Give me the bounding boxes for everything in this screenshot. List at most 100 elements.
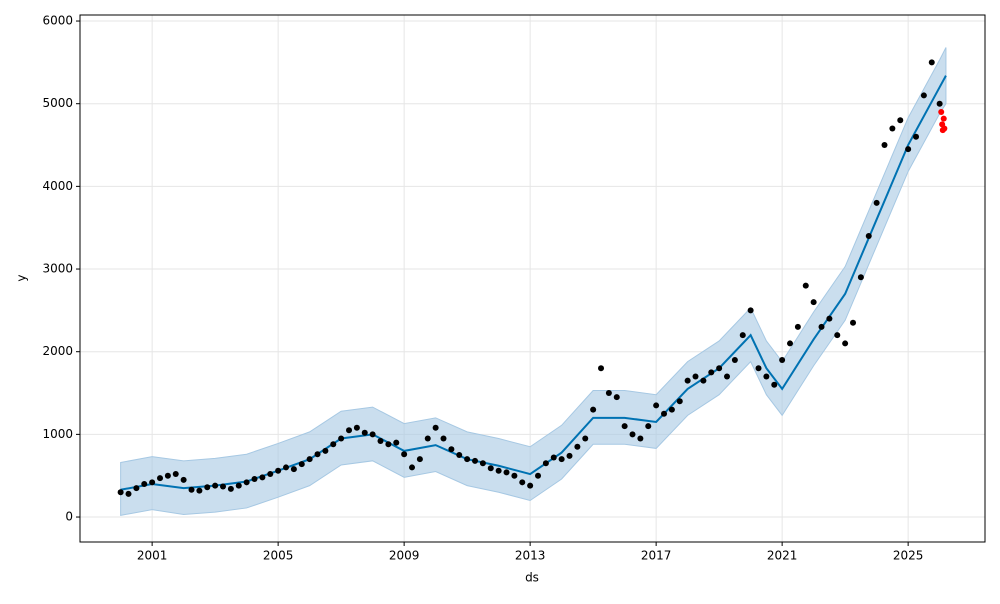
observed-point: [283, 464, 290, 471]
observed-point: [763, 373, 770, 380]
observed-point: [629, 431, 636, 438]
observed-point: [503, 469, 510, 476]
observed-point: [936, 100, 943, 107]
observed-point: [369, 431, 376, 438]
observed-point: [661, 410, 668, 417]
observed-point: [582, 435, 589, 442]
observed-point: [322, 447, 329, 454]
observed-point: [928, 59, 935, 66]
observed-point: [755, 365, 762, 372]
observed-point: [794, 323, 801, 330]
observed-point: [598, 365, 605, 372]
observed-point: [558, 456, 565, 463]
observed-point: [164, 472, 171, 479]
observed-point: [676, 398, 683, 405]
observed-point: [448, 446, 455, 453]
observed-point: [338, 435, 345, 442]
observed-point: [259, 474, 266, 481]
observed-point: [731, 356, 738, 363]
observed-point: [416, 456, 423, 463]
future-point: [940, 115, 947, 122]
observed-point: [842, 340, 849, 347]
observed-point: [637, 435, 644, 442]
observed-point: [605, 390, 612, 397]
observed-point: [290, 466, 297, 473]
y-tick-label: 0: [65, 510, 73, 524]
observed-point: [298, 461, 305, 468]
observed-point: [401, 451, 408, 458]
y-tick-label: 1000: [42, 427, 73, 441]
observed-point: [850, 319, 857, 326]
observed-point: [653, 402, 660, 409]
observed-point: [913, 133, 920, 140]
observed-point: [227, 485, 234, 492]
plot-frame: [79, 14, 986, 543]
observed-point: [251, 476, 258, 483]
y-tick-label: 6000: [42, 14, 73, 28]
observed-point: [180, 476, 187, 483]
observed-point: [527, 482, 534, 489]
observed-point: [204, 484, 211, 491]
observed-point: [645, 423, 652, 430]
observed-point: [590, 406, 597, 413]
observed-point: [771, 381, 778, 388]
observed-point: [535, 472, 542, 479]
y-tick-label: 5000: [42, 96, 73, 110]
observed-point: [920, 92, 927, 99]
observed-point: [779, 356, 786, 363]
observed-point: [133, 485, 140, 492]
observed-point: [613, 394, 620, 401]
observed-point: [692, 373, 699, 380]
observed-point: [424, 435, 431, 442]
y-axis-label: y: [15, 274, 29, 281]
observed-point: [157, 475, 164, 482]
observed-point: [188, 486, 195, 493]
y-tick-label: 4000: [42, 179, 73, 193]
forecast-line: [120, 75, 947, 491]
x-tick-label: 2005: [263, 549, 294, 563]
observed-point: [708, 369, 715, 376]
observed-point: [724, 373, 731, 380]
observed-point: [472, 457, 479, 464]
observed-point: [479, 460, 486, 467]
observed-point: [125, 490, 132, 497]
observed-point: [566, 452, 573, 459]
observed-point: [739, 332, 746, 339]
observed-point: [196, 487, 203, 494]
observed-point: [314, 451, 321, 458]
observed-point: [905, 146, 912, 153]
observed-point: [511, 472, 518, 479]
observed-point: [220, 483, 227, 490]
future-point: [938, 108, 945, 115]
observed-point: [542, 460, 549, 467]
observed-point: [684, 377, 691, 384]
x-tick-label: 2025: [893, 549, 924, 563]
observed-point: [377, 437, 384, 444]
future-point: [941, 125, 948, 132]
observed-point: [550, 454, 557, 461]
observed-point: [432, 424, 439, 431]
observed-point: [149, 479, 156, 486]
y-tick-label: 3000: [42, 262, 73, 276]
observed-point: [818, 323, 825, 330]
observed-point: [865, 232, 872, 239]
observed-point: [873, 199, 880, 206]
observed-point: [574, 443, 581, 450]
observed-point: [495, 467, 502, 474]
observed-point: [700, 377, 707, 384]
observed-point: [330, 441, 337, 448]
observed-point: [464, 456, 471, 463]
observed-point: [409, 464, 416, 471]
observed-point: [306, 456, 313, 463]
observed-point: [117, 489, 124, 496]
x-axis-label: ds: [525, 571, 539, 585]
observed-point: [267, 471, 274, 478]
observed-point: [889, 125, 896, 132]
observed-point: [353, 424, 360, 431]
observed-point: [141, 480, 148, 487]
x-tick-label: 2013: [515, 549, 546, 563]
observed-point: [385, 441, 392, 448]
observed-point: [212, 482, 219, 489]
observed-point: [456, 452, 463, 459]
